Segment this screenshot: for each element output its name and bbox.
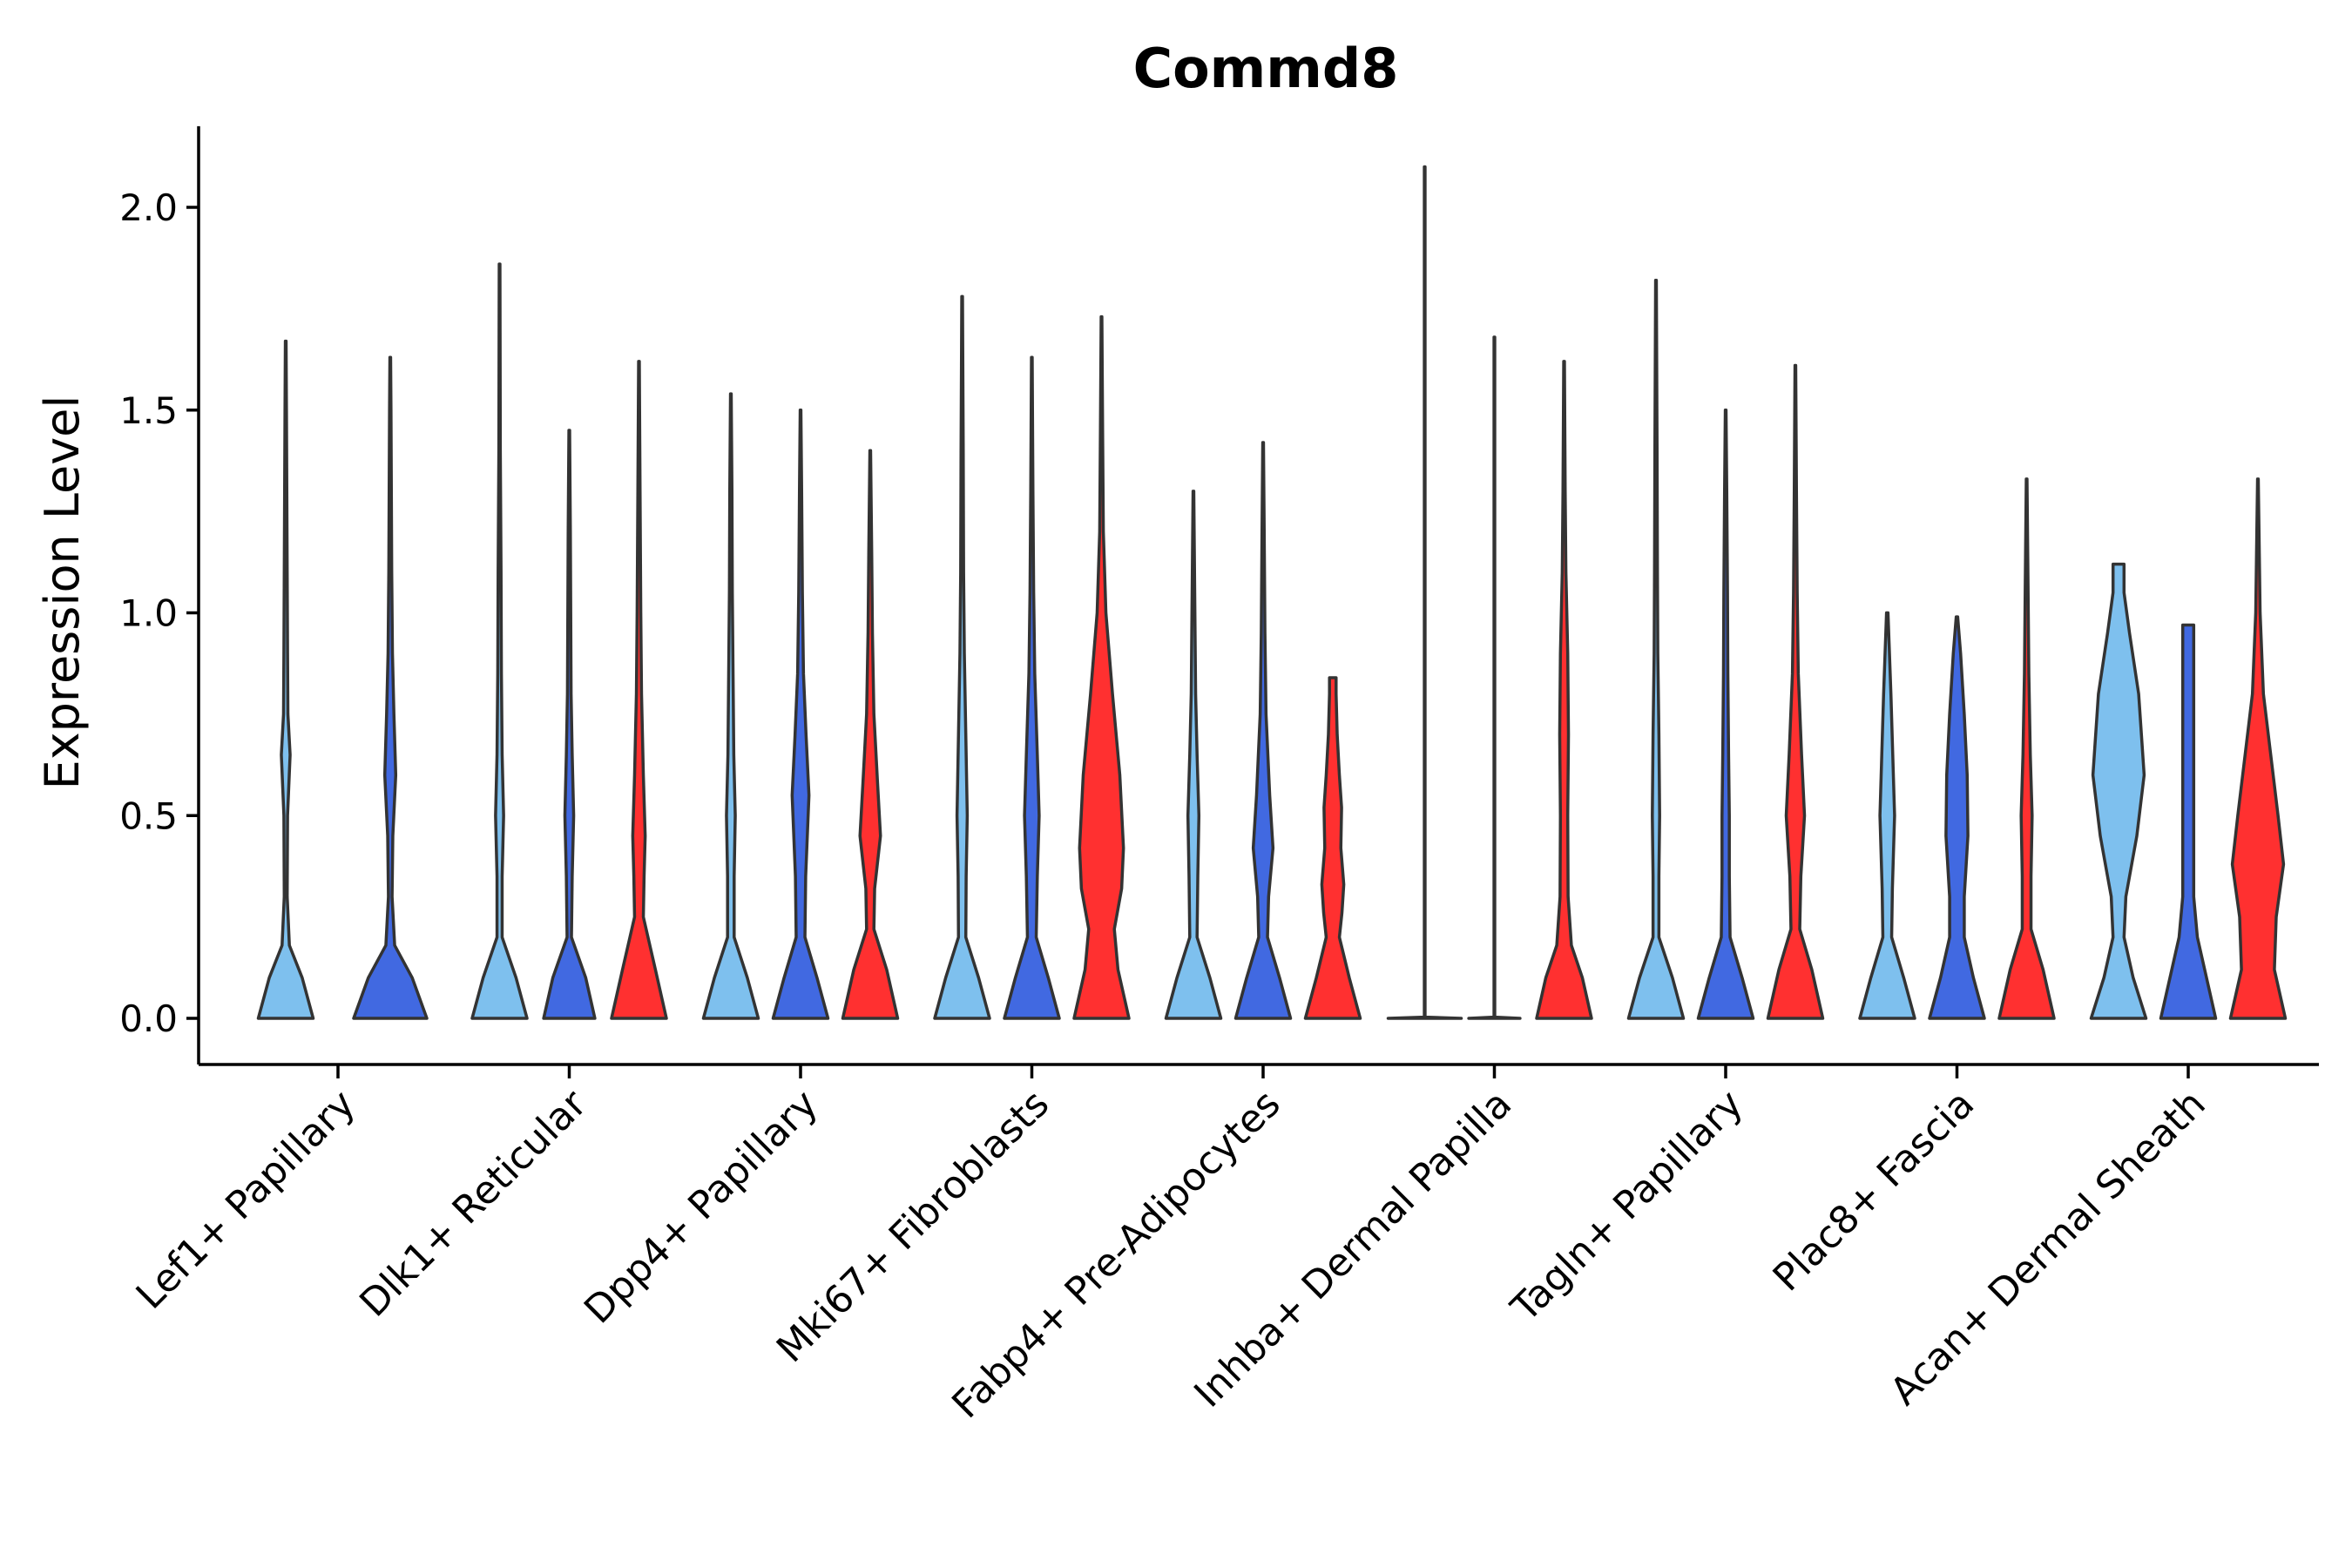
y-axis-label: Expression Level <box>35 395 90 790</box>
y-tick-label: 0.5 <box>119 794 178 837</box>
y-tick-label: 0.0 <box>119 997 178 1040</box>
violin-condition_2 <box>1467 335 1522 1020</box>
y-tick-label: 1.5 <box>119 389 178 432</box>
x-tick-label: Lef1+ Papillary <box>128 1082 364 1318</box>
violin-condition_3 <box>1535 360 1593 1020</box>
x-tick-label: Tagln+ Papillary <box>1503 1082 1752 1331</box>
violin-condition_3 <box>1997 477 2056 1020</box>
x-tick-label: Plac8+ Fascia <box>1765 1082 1984 1301</box>
violin-condition_3 <box>2228 477 2288 1020</box>
y-tick-label: 1.0 <box>119 592 178 635</box>
y-tick-label: 2.0 <box>119 186 178 229</box>
violin-condition_2 <box>771 409 830 1020</box>
violin-condition_1 <box>1164 490 1223 1020</box>
violin-condition_1 <box>933 294 991 1020</box>
violin-condition_2 <box>1696 409 1755 1020</box>
violin-condition_3 <box>1303 676 1362 1020</box>
violin-condition_3 <box>1766 363 1825 1020</box>
violin-condition_3 <box>1072 314 1131 1020</box>
violin-condition_3 <box>841 449 900 1020</box>
chart-title: Commd8 <box>1133 37 1399 100</box>
violin-condition_1 <box>701 392 760 1020</box>
violin-condition_2 <box>2159 623 2218 1020</box>
violin-condition_1 <box>256 339 315 1020</box>
violin-condition_1 <box>1386 165 1463 1020</box>
violins-layer <box>256 165 2288 1020</box>
violin-condition_1 <box>1626 279 1686 1020</box>
violin-condition_1 <box>470 262 529 1020</box>
violin-condition_1 <box>1858 611 1916 1020</box>
violin-condition_2 <box>1003 355 1061 1020</box>
x-tick-label: Dpp4+ Papillary <box>576 1082 827 1333</box>
violin-condition_2 <box>542 429 597 1020</box>
violin-condition_2 <box>352 355 429 1020</box>
violin-condition_3 <box>610 360 668 1020</box>
violin-condition_2 <box>1928 615 1986 1020</box>
x-tick-label: Dlk1+ Reticular <box>351 1081 596 1326</box>
violin-condition_2 <box>1233 441 1293 1020</box>
violin-condition_1 <box>2089 562 2148 1020</box>
